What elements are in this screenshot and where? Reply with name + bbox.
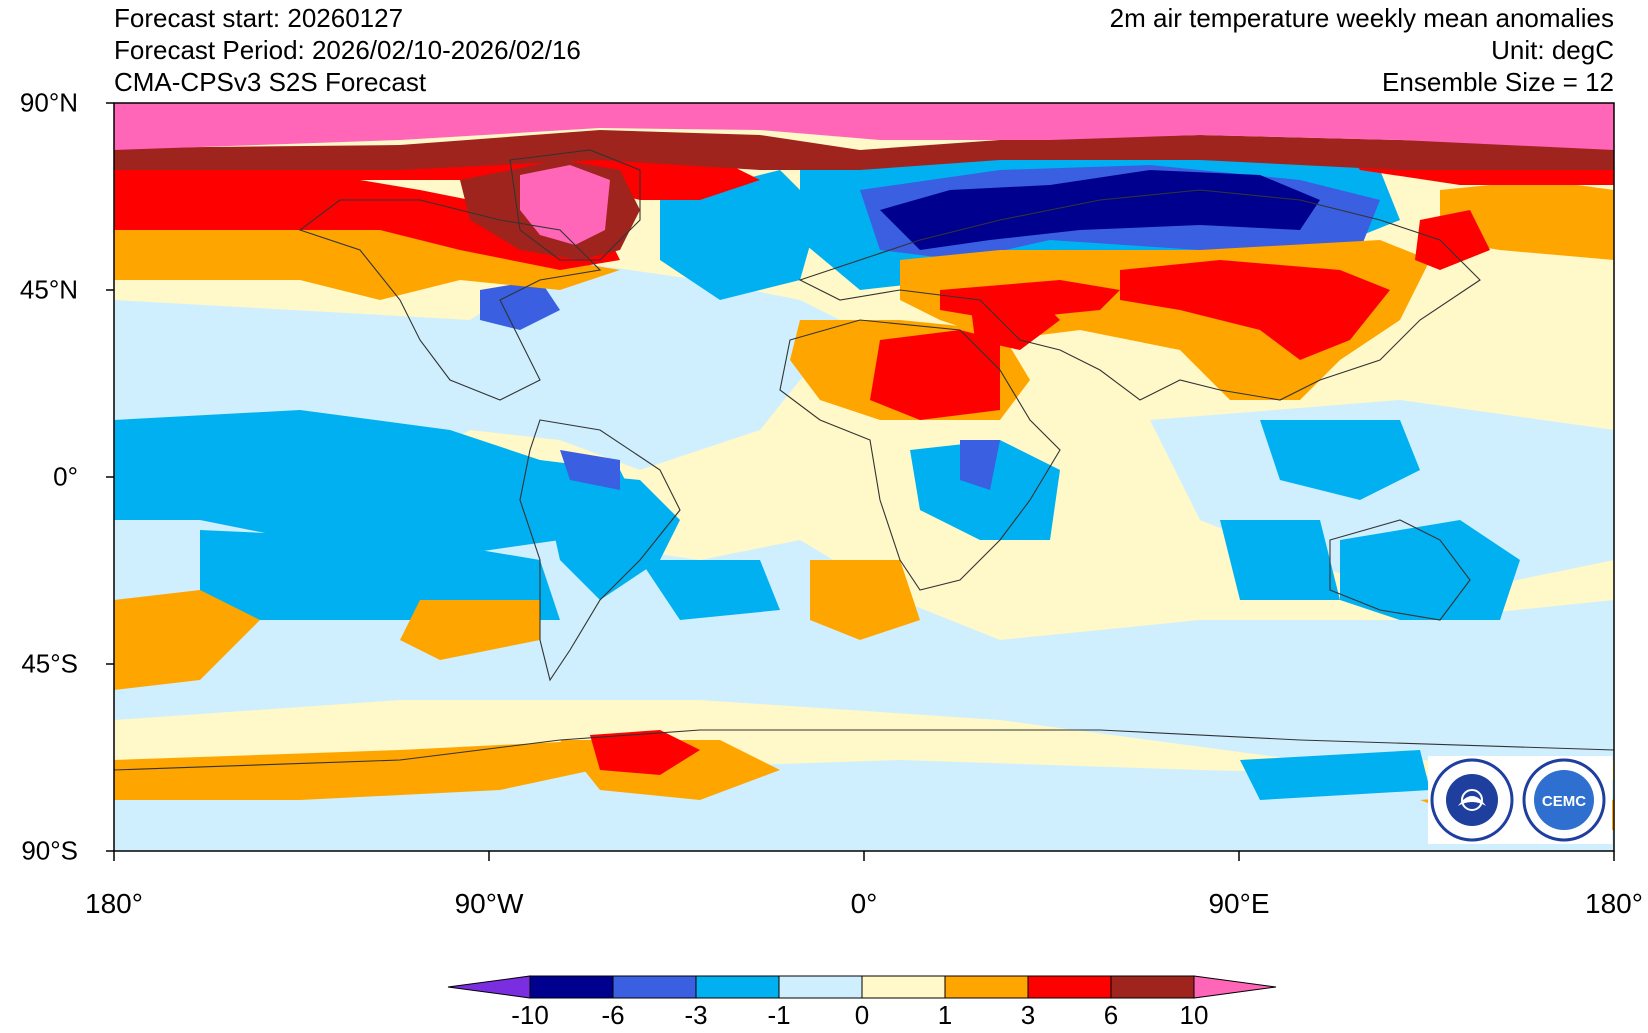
coastline-antarctica [114,729,1614,771]
header-left: Forecast start: 20260127 Forecast Period… [114,2,581,98]
logos-panel: CEMC [1428,756,1612,844]
colorbar-box [944,975,1029,999]
forecast-period-label: Forecast Period: 2026/02/10-2026/02/16 [114,35,581,65]
colorbar-box [778,975,863,999]
colorbar-box [529,975,614,999]
colorbar-level-label: -3 [684,1000,707,1030]
unit-label: Unit: degC [1491,35,1614,65]
region-east-asia-hot [1415,210,1490,270]
coastline-north-america [298,199,602,401]
region-greenland-core [520,165,610,245]
colorbar-level-label: 6 [1104,1000,1118,1030]
region-tropical-pacific-cool [114,410,640,560]
colorbar-box [612,975,697,999]
lat-tick-label: 45°S [21,648,78,679]
region-antarctic-cool [1240,750,1430,800]
region-maritime-cool [1260,420,1420,500]
forecast-start-label: Forecast start: 20260127 [114,3,404,33]
region-siberia-very-cold [880,170,1320,250]
colorbar-level-label: 0 [855,1000,869,1030]
region-south-atlantic-warm [810,560,920,640]
lon-tick-label: 0° [850,888,878,919]
region-north-atlantic-cool [660,170,820,300]
region-south-pacific-cool [200,530,560,620]
lat-tick-label: 45°N [19,274,78,305]
lon-tick-label: 180° [85,888,143,919]
colorbar-lower-triangle [447,975,531,999]
coastline-eurasia [798,189,1481,401]
region-us-east-cold [480,280,560,330]
colorbar-box [695,975,780,999]
lon-tick-label: 90°E [1208,888,1270,919]
colorbar-level-label: 3 [1021,1000,1035,1030]
colorbar-upper-triangle [1193,975,1277,999]
region-south-pacific-warm-2 [400,600,540,660]
region-atlantic-cool [640,560,780,620]
region-antarctic-peninsula-hot [590,730,700,775]
colorbar-box [861,975,946,999]
logos-svg: CEMC [1430,758,1606,842]
colorbar-level-label: 1 [938,1000,952,1030]
region-australia-cool [1340,520,1520,620]
region-sahara-hot [870,330,1000,420]
region-indian-ocean-cool [1220,520,1340,600]
model-name-label: CMA-CPSv3 S2S Forecast [114,67,427,97]
region-arctic-cap [114,103,1614,150]
cma-logo [1430,758,1514,842]
coastline-africa [779,319,1061,591]
colorbar-level-label: -1 [767,1000,790,1030]
region-china-mongolia-hot [1120,260,1390,360]
colorbar: -10 -6 -3 -1 0 1 3 6 10 [447,975,1277,1030]
region-north-america-hot [114,170,620,270]
coastline-greenland [509,149,641,261]
region-southern-ocean-warm [114,740,640,800]
region-arctic-band [114,130,1614,170]
ensemble-size-label: Ensemble Size = 12 [1382,67,1614,97]
colorbar-level-label: 10 [1180,1000,1209,1030]
colorbar-level-label: -6 [601,1000,624,1030]
map-title: 2m air temperature weekly mean anomalies [1109,3,1614,33]
region-south-pacific-warm [114,590,260,690]
region-africa-cold [960,440,1000,490]
lat-tick-label: 90°S [21,835,78,866]
coastline-south-america [519,419,681,682]
lat-tick-label: 0° [53,461,78,492]
header-right: 2m air temperature weekly mean anomalies… [1110,2,1614,98]
region-europe-hot [940,280,1120,320]
lon-tick-label: 90°W [454,888,524,919]
coastline-australia [1329,519,1471,621]
colorbar-box [1027,975,1112,999]
cemc-label: CEMC [1542,793,1586,810]
colorbar-box [1110,975,1195,999]
region-canada-warm [114,220,620,300]
region-africa-cool [910,440,1060,540]
lat-tick-label: 90°N [19,87,78,118]
lon-tick-label: 180° [1585,888,1643,919]
region-south-america-cold [560,450,620,490]
colorbar-level-label: -10 [511,1000,549,1030]
cemc-logo: CEMC [1522,758,1606,842]
